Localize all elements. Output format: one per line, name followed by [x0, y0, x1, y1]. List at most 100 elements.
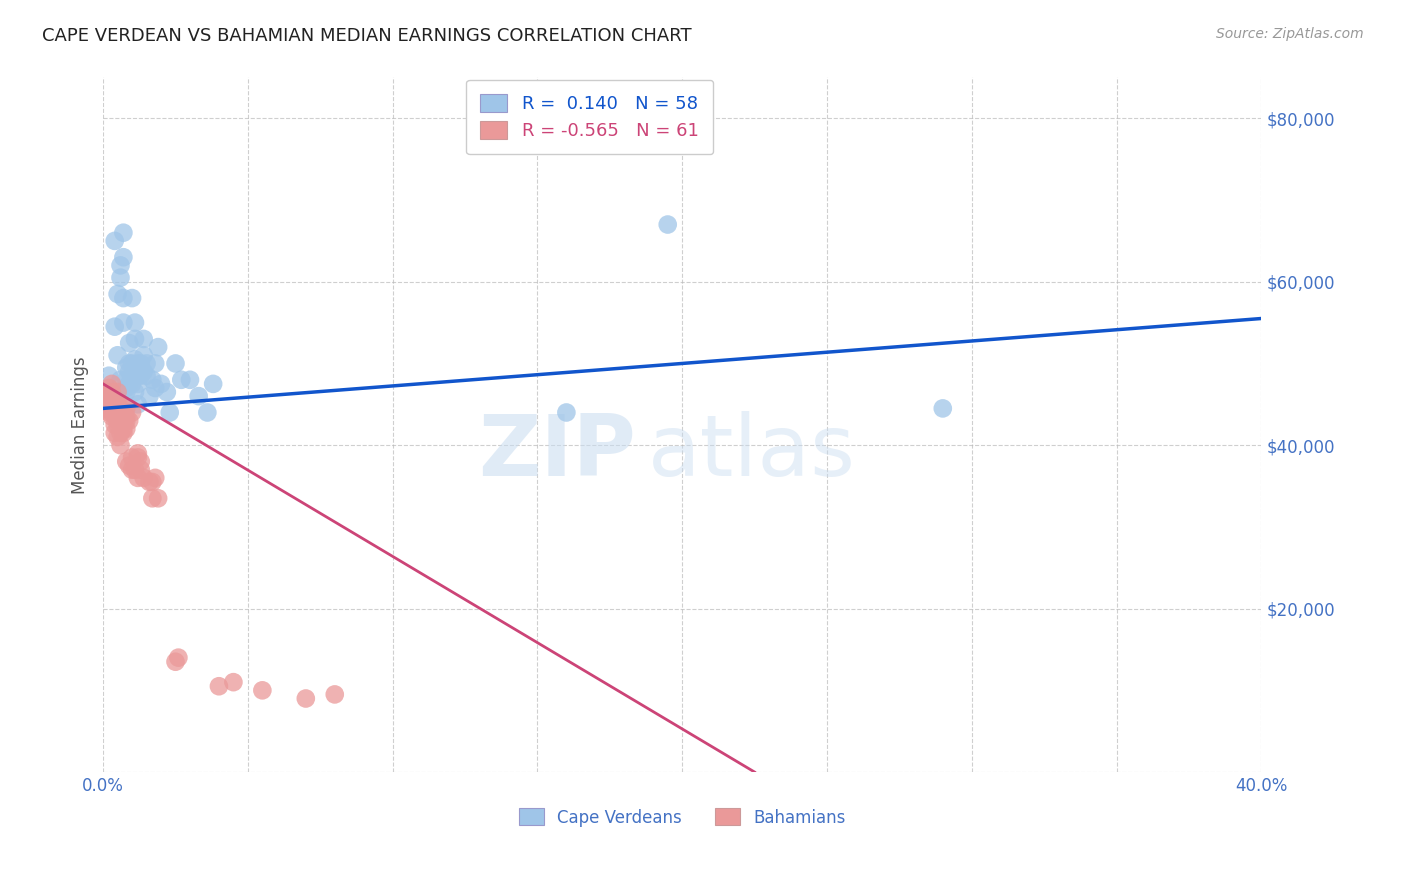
Point	[124, 463, 146, 477]
Point	[141, 373, 163, 387]
Point	[110, 401, 132, 416]
Point	[179, 373, 201, 387]
Point	[110, 414, 132, 428]
Point	[208, 679, 231, 693]
Point	[101, 385, 124, 400]
Point	[124, 332, 146, 346]
Point	[132, 471, 155, 485]
Point	[118, 336, 141, 351]
Point	[129, 356, 152, 370]
Point	[657, 218, 679, 232]
Point	[118, 414, 141, 428]
Point	[101, 397, 124, 411]
Point	[252, 683, 274, 698]
Point	[127, 356, 149, 370]
Point	[101, 376, 124, 391]
Point	[138, 389, 160, 403]
Point	[97, 368, 120, 383]
Point	[112, 409, 135, 424]
Point	[555, 405, 578, 419]
Point	[146, 491, 169, 506]
Point	[110, 397, 132, 411]
Point	[112, 422, 135, 436]
Point	[110, 373, 132, 387]
Point	[115, 385, 138, 400]
Point	[129, 463, 152, 477]
Point	[165, 655, 187, 669]
Point	[135, 356, 157, 370]
Point	[146, 340, 169, 354]
Point	[112, 291, 135, 305]
Point	[107, 397, 129, 411]
Point	[323, 687, 346, 701]
Point	[118, 356, 141, 370]
Point	[129, 365, 152, 379]
Point	[121, 450, 143, 465]
Point	[129, 368, 152, 383]
Point	[143, 356, 166, 370]
Point	[104, 405, 127, 419]
Point	[110, 259, 132, 273]
Point	[94, 385, 117, 400]
Point	[124, 385, 146, 400]
Point	[159, 405, 181, 419]
Point	[115, 381, 138, 395]
Point	[202, 376, 225, 391]
Point	[115, 414, 138, 428]
Point	[121, 376, 143, 391]
Point	[115, 409, 138, 424]
Point	[127, 446, 149, 460]
Point	[127, 397, 149, 411]
Point	[101, 401, 124, 416]
Point	[104, 425, 127, 440]
Point	[135, 368, 157, 383]
Point	[132, 348, 155, 362]
Point	[115, 401, 138, 416]
Point	[118, 376, 141, 391]
Point	[97, 381, 120, 395]
Point	[101, 397, 124, 411]
Point	[107, 348, 129, 362]
Point	[110, 438, 132, 452]
Point	[115, 373, 138, 387]
Point	[118, 458, 141, 473]
Point	[115, 360, 138, 375]
Point	[143, 471, 166, 485]
Point	[97, 389, 120, 403]
Point	[932, 401, 955, 416]
Text: ZIP: ZIP	[478, 411, 636, 494]
Point	[127, 368, 149, 383]
Point	[294, 691, 316, 706]
Text: CAPE VERDEAN VS BAHAMIAN MEDIAN EARNINGS CORRELATION CHART: CAPE VERDEAN VS BAHAMIAN MEDIAN EARNINGS…	[42, 27, 692, 45]
Point	[104, 417, 127, 432]
Point	[121, 463, 143, 477]
Point	[107, 287, 129, 301]
Point	[94, 401, 117, 416]
Point	[132, 332, 155, 346]
Point	[121, 291, 143, 305]
Text: Source: ZipAtlas.com: Source: ZipAtlas.com	[1216, 27, 1364, 41]
Point	[132, 365, 155, 379]
Point	[167, 650, 190, 665]
Point	[195, 405, 218, 419]
Point	[107, 430, 129, 444]
Legend: Cape Verdeans, Bahamians: Cape Verdeans, Bahamians	[512, 802, 852, 833]
Point	[112, 250, 135, 264]
Point	[101, 389, 124, 403]
Point	[101, 409, 124, 424]
Point	[141, 475, 163, 489]
Point	[150, 376, 173, 391]
Point	[101, 405, 124, 419]
Point	[107, 385, 129, 400]
Point	[124, 352, 146, 367]
Point	[112, 226, 135, 240]
Point	[156, 385, 179, 400]
Point	[124, 316, 146, 330]
Point	[129, 454, 152, 468]
Point	[127, 376, 149, 391]
Point	[143, 381, 166, 395]
Point	[110, 425, 132, 440]
Point	[107, 417, 129, 432]
Point	[97, 405, 120, 419]
Point	[127, 471, 149, 485]
